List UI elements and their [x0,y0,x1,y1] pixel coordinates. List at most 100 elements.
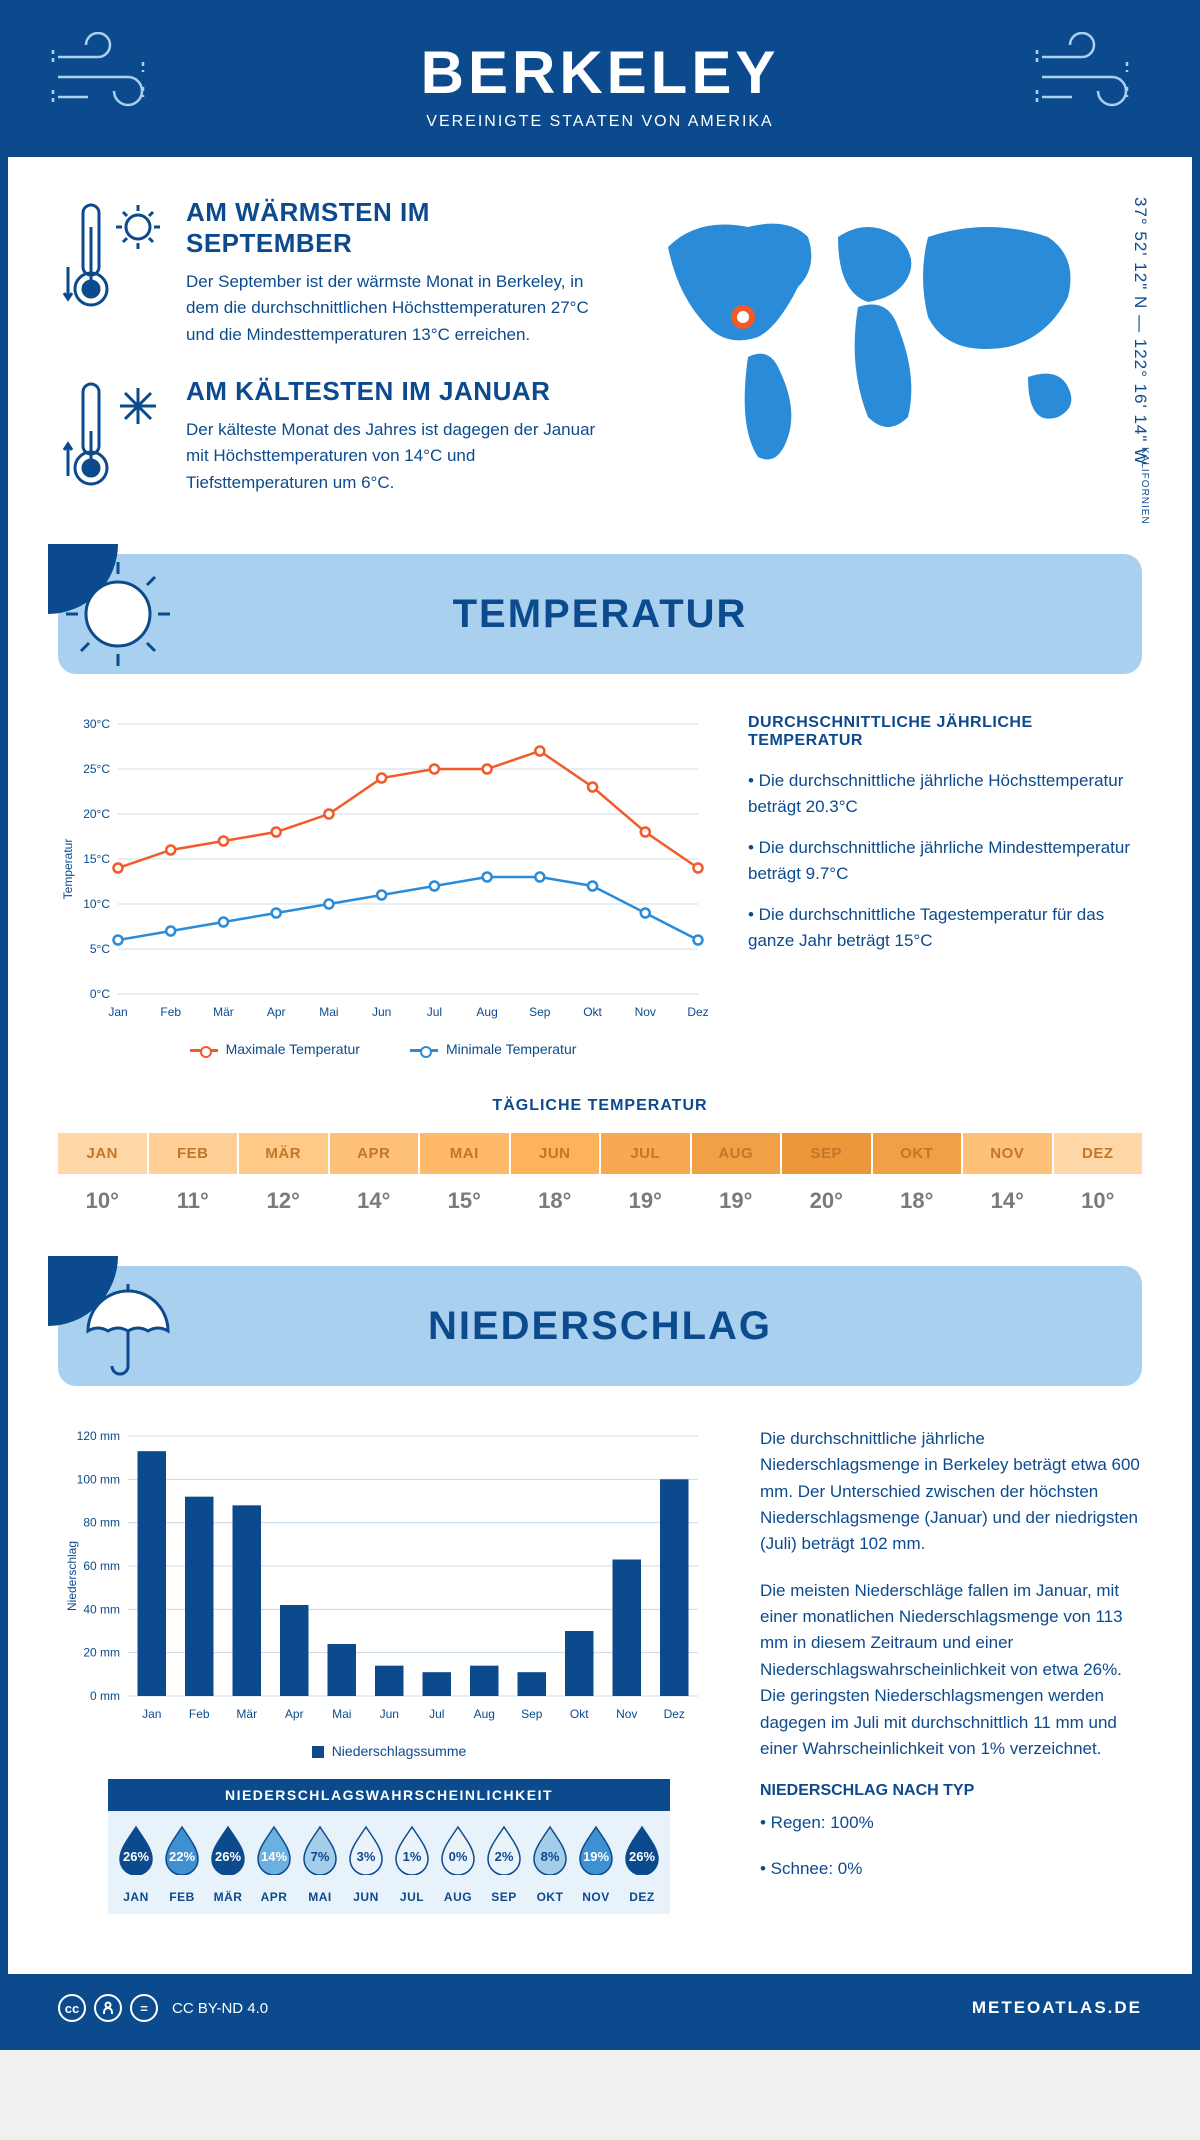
coordinates-text: 37° 52' 12" N — 122° 16' 14" W [1130,197,1150,465]
svg-text:15°C: 15°C [83,852,110,866]
daily-head: AUG [692,1133,781,1174]
svg-text:Okt: Okt [570,1707,589,1721]
prob-title: NIEDERSCHLAGSWAHRSCHEINLICHKEIT [108,1779,670,1811]
svg-text:Aug: Aug [474,1707,495,1721]
prob-cell: 22%FEB [160,1823,204,1904]
svg-text:0 mm: 0 mm [90,1689,120,1703]
prob-cell: 0%AUG [436,1823,480,1904]
daily-value: 15° [420,1176,509,1226]
daily-value: 11° [149,1176,238,1226]
page-subtitle: VEREINIGTE STAATEN VON AMERIKA [48,113,1152,131]
svg-text:Jan: Jan [108,1005,127,1019]
svg-text:5°C: 5°C [90,942,110,956]
svg-text:60 mm: 60 mm [83,1559,120,1573]
daily-value: 18° [511,1176,600,1226]
precip-banner: NIEDERSCHLAG [58,1266,1142,1386]
svg-text:Feb: Feb [189,1707,210,1721]
svg-text:Nov: Nov [635,1005,656,1019]
daily-value: 19° [692,1176,781,1226]
svg-text:20°C: 20°C [83,807,110,821]
daily-temp-title: TÄGLICHE TEMPERATUR [8,1097,1192,1115]
svg-text:19%: 19% [583,1849,609,1864]
svg-text:Mai: Mai [332,1707,351,1721]
svg-text:Jan: Jan [142,1707,161,1721]
precip-type-item: • Regen: 100% [760,1810,1142,1836]
temperature-line-chart: 0°C5°C10°C15°C20°C25°C30°CJanFebMärAprMa… [58,714,708,1057]
wind-icon [48,32,168,127]
daily-value: 10° [1054,1176,1143,1226]
svg-text:Jul: Jul [427,1005,442,1019]
precip-type-item: • Schnee: 0% [760,1856,1142,1882]
side-point: • Die durchschnittliche jährliche Höchst… [748,768,1142,819]
svg-text:Aug: Aug [476,1005,497,1019]
legend-max: Maximale Temperatur [190,1041,360,1057]
svg-text:3%: 3% [357,1849,376,1864]
daily-head: JAN [58,1133,147,1174]
svg-text:Mär: Mär [236,1707,257,1721]
svg-text:22%: 22% [169,1849,195,1864]
precip-probability-panel: NIEDERSCHLAGSWAHRSCHEINLICHKEIT 26%JAN22… [108,1779,670,1914]
svg-text:14%: 14% [261,1849,287,1864]
daily-head: APR [330,1133,419,1174]
svg-text:Okt: Okt [583,1005,602,1019]
svg-text:Temperatur: Temperatur [61,839,75,900]
daily-value: 18° [873,1176,962,1226]
svg-text:20 mm: 20 mm [83,1646,120,1660]
precipitation-bar-chart: 0 mm20 mm40 mm60 mm80 mm100 mm120 mmJanF… [58,1426,720,1759]
umbrella-icon [48,1256,188,1396]
svg-text:Jun: Jun [380,1707,399,1721]
warmest-block: AM WÄRMSTEN IM SEPTEMBER Der September i… [58,197,598,348]
daily-head: MAI [420,1133,509,1174]
wind-icon [1032,32,1152,127]
state-text: KALIFORNIEN [1139,447,1150,525]
svg-text:Mär: Mär [213,1005,234,1019]
prob-cell: 19%NOV [574,1823,618,1904]
svg-text:26%: 26% [123,1849,149,1864]
license-text: CC BY-ND 4.0 [172,2000,268,2017]
precip-title: NIEDERSCHLAG [428,1304,772,1349]
prob-cell: 8%OKT [528,1823,572,1904]
daily-head: MÄR [239,1133,328,1174]
prob-cell: 26%JAN [114,1823,158,1904]
temperature-title: TEMPERATUR [453,592,748,637]
svg-text:Jun: Jun [372,1005,391,1019]
side-point: • Die durchschnittliche jährliche Mindes… [748,835,1142,886]
svg-text:Dez: Dez [664,1707,685,1721]
precip-paragraph: Die meisten Niederschläge fallen im Janu… [760,1578,1142,1762]
daily-value: 19° [601,1176,690,1226]
svg-text:80 mm: 80 mm [83,1516,120,1530]
svg-text:Mai: Mai [319,1005,338,1019]
daily-value: 20° [782,1176,871,1226]
footer: cc = CC BY-ND 4.0 METEOATLAS.DE [8,1974,1192,2042]
svg-text:Jul: Jul [429,1707,444,1721]
prob-cell: 7%MAI [298,1823,342,1904]
svg-text:7%: 7% [311,1849,330,1864]
header: BERKELEY VEREINIGTE STAATEN VON AMERIKA [8,8,1192,157]
coldest-block: AM KÄLTESTEN IM JANUAR Der kälteste Mona… [58,376,598,496]
svg-text:2%: 2% [495,1849,514,1864]
warmest-title: AM WÄRMSTEN IM SEPTEMBER [186,197,598,259]
legend-min: Minimale Temperatur [410,1041,576,1057]
footer-brand: METEOATLAS.DE [972,1998,1142,2018]
daily-value: 14° [330,1176,419,1226]
sun-icon [48,544,188,684]
svg-text:120 mm: 120 mm [77,1429,120,1443]
svg-text:10°C: 10°C [83,897,110,911]
svg-text:Apr: Apr [267,1005,286,1019]
svg-text:40 mm: 40 mm [83,1602,120,1616]
svg-text:1%: 1% [403,1849,422,1864]
daily-temp-table: JANFEBMÄRAPRMAIJUNJULAUGSEPOKTNOVDEZ10°1… [58,1133,1142,1226]
svg-text:Nov: Nov [616,1707,637,1721]
warmest-text: Der September ist der wärmste Monat in B… [186,269,598,348]
thermometer-hot-icon [58,197,168,317]
svg-text:Apr: Apr [285,1707,304,1721]
side-point: • Die durchschnittliche Tagestemperatur … [748,902,1142,953]
daily-head: FEB [149,1133,238,1174]
prob-cell: 14%APR [252,1823,296,1904]
svg-text:Feb: Feb [160,1005,181,1019]
daily-value: 12° [239,1176,328,1226]
daily-head: NOV [963,1133,1052,1174]
daily-head: DEZ [1054,1133,1143,1174]
temp-side-title: DURCHSCHNITTLICHE JÄHRLICHE TEMPERATUR [748,714,1142,750]
daily-head: JUN [511,1133,600,1174]
